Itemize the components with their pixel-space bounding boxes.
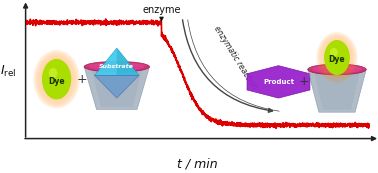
Text: Product: Product xyxy=(263,79,294,85)
Ellipse shape xyxy=(84,61,149,72)
Polygon shape xyxy=(94,48,139,75)
Text: $\mathit{I}_{\mathrm{rel}}$: $\mathit{I}_{\mathrm{rel}}$ xyxy=(0,63,17,79)
Ellipse shape xyxy=(35,52,78,107)
Text: enzyme: enzyme xyxy=(142,5,181,21)
Ellipse shape xyxy=(89,63,144,71)
FancyArrowPatch shape xyxy=(188,20,279,111)
Text: +: + xyxy=(298,75,309,88)
Ellipse shape xyxy=(316,32,358,83)
FancyArrowPatch shape xyxy=(183,20,273,112)
Ellipse shape xyxy=(318,34,356,81)
Text: t / min: t / min xyxy=(177,157,218,170)
Ellipse shape xyxy=(49,68,57,78)
Polygon shape xyxy=(94,75,139,98)
Text: Dye: Dye xyxy=(328,55,345,64)
Text: Substrate: Substrate xyxy=(99,64,134,69)
Ellipse shape xyxy=(330,48,338,57)
Ellipse shape xyxy=(33,50,80,108)
Text: enzymatic reaction: enzymatic reaction xyxy=(212,24,259,91)
Ellipse shape xyxy=(42,59,71,99)
Text: +: + xyxy=(77,73,88,86)
Polygon shape xyxy=(247,66,310,98)
Polygon shape xyxy=(84,67,149,110)
Text: Dye: Dye xyxy=(48,77,65,86)
Ellipse shape xyxy=(308,64,366,75)
Ellipse shape xyxy=(37,53,76,105)
Polygon shape xyxy=(314,72,360,110)
Polygon shape xyxy=(117,48,139,75)
Polygon shape xyxy=(91,69,142,107)
Ellipse shape xyxy=(319,35,355,80)
Ellipse shape xyxy=(312,66,362,73)
Ellipse shape xyxy=(324,40,350,75)
Polygon shape xyxy=(308,69,366,112)
